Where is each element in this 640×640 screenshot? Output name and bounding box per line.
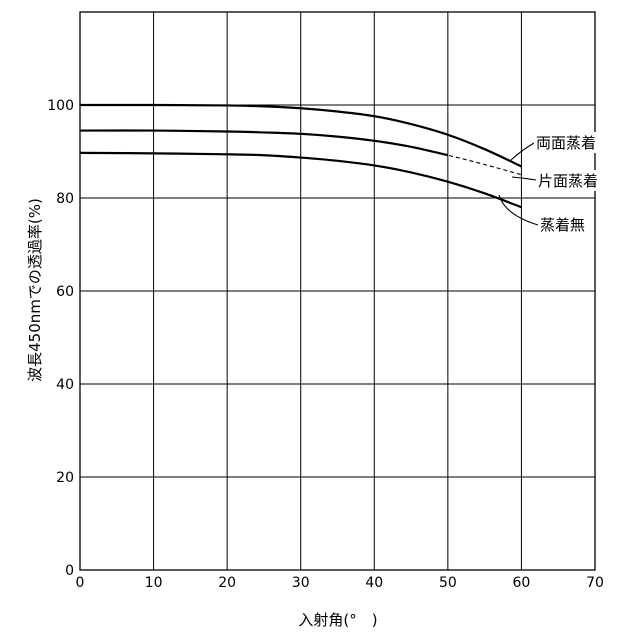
- y-tick-label: 20: [56, 470, 74, 486]
- series-line-solid-part: [80, 131, 448, 156]
- x-tick-label: 20: [218, 575, 236, 591]
- y-tick-label: 40: [56, 377, 74, 393]
- x-tick-label: 70: [586, 575, 604, 591]
- leader-line: [511, 143, 534, 160]
- y-tick-labels: 0 20 40 60 80 100: [47, 98, 74, 579]
- leader-line: [512, 177, 536, 180]
- leader-line: [499, 195, 538, 225]
- y-tick-label: 80: [56, 191, 74, 207]
- y-axis-title: 波長450nmでの透過率(%): [26, 198, 44, 382]
- x-tick-labels: 0 10 20 30 40 50 60 70: [76, 575, 604, 591]
- y-tick-label: 60: [56, 284, 74, 300]
- x-tick-label: 10: [145, 575, 163, 591]
- series-label: 蒸着無: [540, 216, 585, 234]
- series-label: 両面蒸着: [536, 134, 596, 152]
- x-axis-title: 入射角(° ): [298, 611, 377, 629]
- x-tick-label: 30: [292, 575, 310, 591]
- grid-lines: [80, 12, 595, 570]
- x-tick-label: 50: [439, 575, 457, 591]
- series-label: 片面蒸着: [538, 172, 598, 190]
- y-tick-label: 0: [65, 563, 74, 579]
- y-tick-label: 100: [47, 98, 74, 114]
- x-tick-label: 40: [365, 575, 383, 591]
- x-tick-label: 60: [513, 575, 531, 591]
- x-tick-label: 0: [76, 575, 85, 591]
- series-labels: 両面蒸着片面蒸着蒸着無: [499, 132, 600, 235]
